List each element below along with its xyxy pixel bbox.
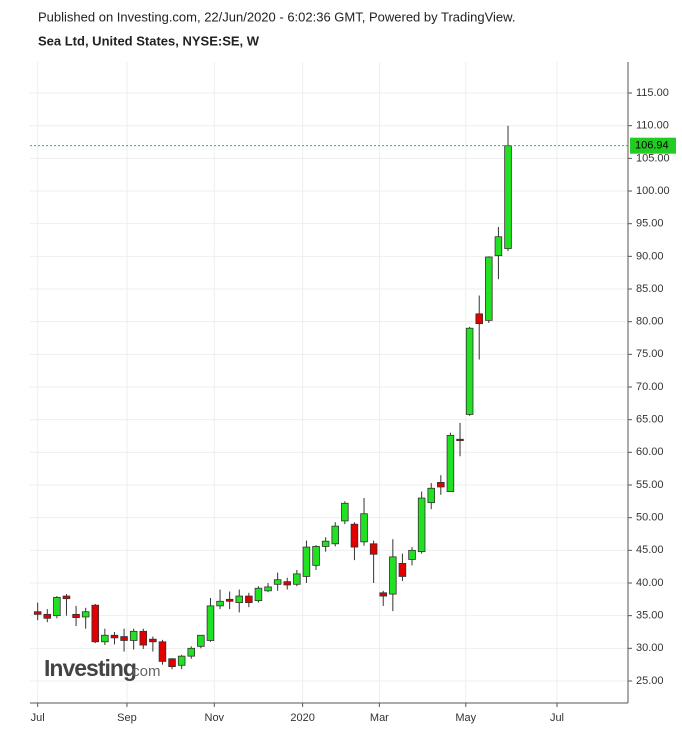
candle-body <box>149 638 157 643</box>
x-tick-label: Mar <box>370 712 389 724</box>
candle-body <box>197 634 205 647</box>
candle-body <box>33 611 42 615</box>
candle-body <box>465 327 474 415</box>
watermark-suffix: .com <box>128 663 161 680</box>
candle-body <box>72 613 80 619</box>
x-tick-label: 2020 <box>290 712 314 724</box>
candle-body <box>139 630 148 646</box>
candle-body <box>81 611 90 618</box>
grid: 25.00 30.00 35.00 40.00 45.00 50.00 55.00 60.00… <box>30 62 670 724</box>
candle-body <box>389 556 397 595</box>
candle-body <box>158 641 167 662</box>
candle-body <box>245 595 253 603</box>
candle-body <box>53 596 61 617</box>
y-tick-label: 115.00 <box>636 87 669 99</box>
candle-body <box>91 604 100 643</box>
candle-body <box>302 546 311 577</box>
candle-body <box>456 438 464 441</box>
candle-body <box>417 497 426 553</box>
candle-body <box>360 513 368 543</box>
y-tick-label: 110.00 <box>636 120 669 132</box>
candle-body <box>101 634 109 643</box>
y-tick-label: 35.00 <box>636 610 664 622</box>
x-tick-label: Nov <box>205 712 225 724</box>
candle-body <box>177 655 186 666</box>
candle-body <box>494 236 503 257</box>
candle-body <box>321 540 330 547</box>
y-tick-label: 90.00 <box>636 250 664 262</box>
chart-title: Sea Ltd, United States, NYSE:SE, W <box>38 33 260 48</box>
candle-body <box>216 600 224 607</box>
candle-body <box>43 613 52 619</box>
candle-body <box>129 630 138 641</box>
candle-body <box>369 543 378 555</box>
candle-body <box>437 481 445 488</box>
y-tick-label: 85.00 <box>636 283 664 295</box>
candles: 106.94 <box>30 125 676 670</box>
candle-body <box>254 587 263 602</box>
y-tick-label: 55.00 <box>636 479 664 491</box>
candle-body <box>341 502 349 522</box>
candle-body <box>446 434 455 492</box>
candle-body <box>350 523 359 548</box>
x-tick-label: Sep <box>117 712 137 724</box>
candle-body <box>168 658 176 668</box>
watermark-brand: Investing <box>44 655 136 681</box>
candle-body <box>62 595 71 600</box>
y-tick-label: 25.00 <box>636 675 664 687</box>
last-price-label: 106.94 <box>635 140 669 152</box>
candle-body <box>293 573 301 585</box>
last-price-box <box>630 137 676 154</box>
candle-body <box>187 647 196 657</box>
x-tick-label: Jul <box>550 712 564 724</box>
candle-body <box>273 579 282 585</box>
y-tick-label: 70.00 <box>636 381 664 393</box>
candle-body <box>312 546 320 566</box>
candle-body <box>485 256 493 321</box>
candle-body <box>264 586 272 592</box>
candle-body <box>398 562 407 577</box>
y-tick-label: 80.00 <box>636 316 664 328</box>
candle-body <box>408 549 416 560</box>
y-tick-label: 105.00 <box>636 152 670 164</box>
candle-body <box>427 487 435 504</box>
candle-body <box>331 525 339 545</box>
candle-body <box>120 636 128 641</box>
y-tick-label: 30.00 <box>636 642 664 654</box>
candle-body <box>225 598 234 602</box>
x-tick-label: Jul <box>31 712 45 724</box>
candle-body <box>206 605 215 641</box>
y-tick-label: 75.00 <box>636 348 664 360</box>
candle-body <box>235 595 244 603</box>
candle-body <box>504 145 512 249</box>
y-tick-label: 65.00 <box>636 414 664 426</box>
y-tick-label: 95.00 <box>636 218 664 230</box>
candle-body <box>110 634 119 639</box>
y-tick-label: 100.00 <box>636 185 670 197</box>
x-tick-label: May <box>455 712 476 724</box>
y-tick-label: 40.00 <box>636 577 664 589</box>
y-tick-label: 50.00 <box>636 512 664 524</box>
y-tick-label: 45.00 <box>636 544 664 556</box>
chart-subtitle: Published on Investing.com, 22/Jun/2020 … <box>38 9 515 24</box>
y-tick-label: 60.00 <box>636 446 664 458</box>
candle-body <box>475 313 483 325</box>
candle-body <box>379 592 387 597</box>
candle-body <box>283 581 292 586</box>
